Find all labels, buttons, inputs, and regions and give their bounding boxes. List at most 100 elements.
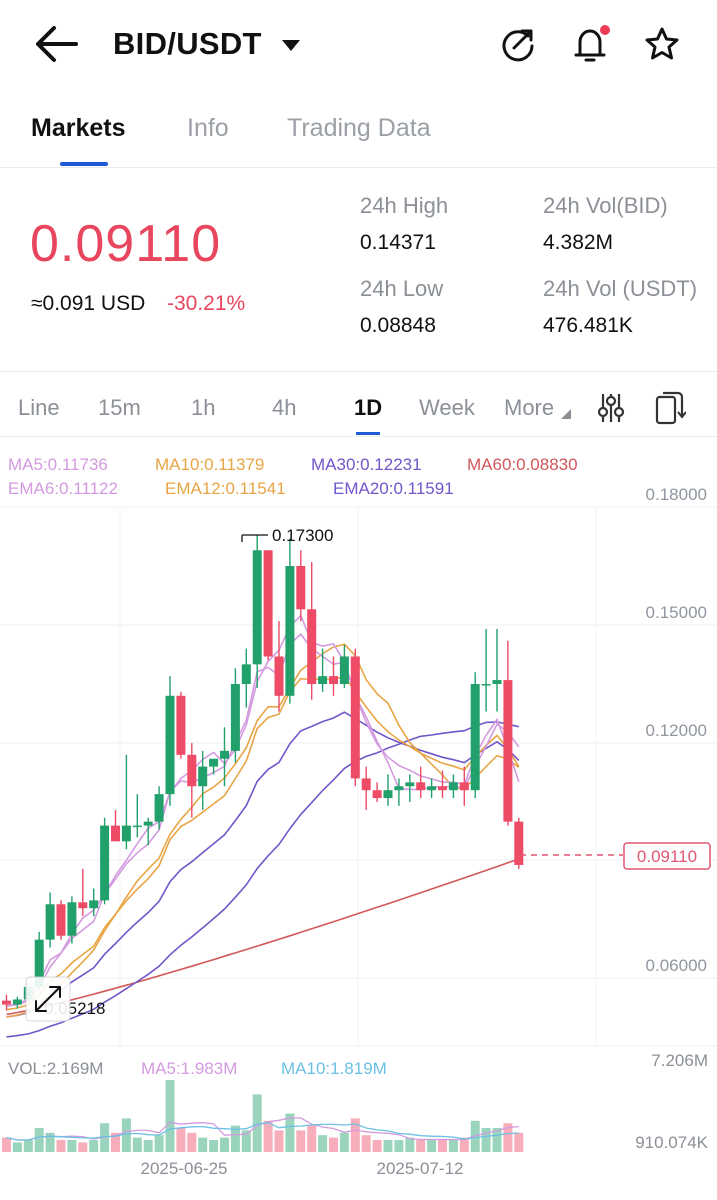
legend-ma5: MA5:0.11736 <box>8 455 108 474</box>
volume-bar <box>481 1128 491 1152</box>
candle <box>220 750 229 759</box>
legend-ma30: MA30:0.12231 <box>311 455 422 474</box>
candle <box>45 904 55 940</box>
candle <box>514 821 524 865</box>
volume-bar <box>220 1137 229 1152</box>
ema12-line <box>6 675 520 1011</box>
candle <box>394 786 404 791</box>
candle <box>241 664 251 684</box>
candle <box>285 566 295 696</box>
volume-bar <box>121 1118 131 1152</box>
candle <box>67 902 77 936</box>
candle <box>405 782 415 787</box>
period-1h[interactable]: 1h <box>191 395 216 420</box>
legend-ma10: MA10:0.11379 <box>155 455 265 474</box>
low-value: 0.08848 <box>360 314 436 337</box>
pair-title[interactable]: BID/USDT <box>113 26 262 61</box>
volume-bar <box>209 1140 219 1152</box>
volume-bar <box>230 1125 240 1152</box>
candle <box>481 684 491 686</box>
candle <box>503 680 513 822</box>
candlestick-chart[interactable]: 0.18000 0.15000 0.12000 0.06000 0.17300 … <box>0 445 717 1200</box>
candle <box>78 902 88 909</box>
candle <box>492 680 502 684</box>
volume-min-label: 910.074K <box>635 1133 708 1152</box>
legend-ema12: EMA12:0.11541 <box>165 479 286 498</box>
candle <box>416 782 426 791</box>
current-price-label: 0.09110 <box>637 847 697 866</box>
volume-bar <box>459 1137 469 1152</box>
volume-bar <box>252 1094 262 1152</box>
candle <box>296 566 306 610</box>
caret-down-icon[interactable] <box>282 40 300 51</box>
legend-ema20: EMA20:0.11591 <box>333 479 454 498</box>
candle <box>209 758 219 767</box>
high-value: 0.14371 <box>360 231 436 254</box>
legend-ema6: EMA6:0.11122 <box>8 479 118 498</box>
divider <box>0 436 717 437</box>
ema20-line <box>6 711 520 1018</box>
volume-bar <box>56 1140 66 1152</box>
period-15m[interactable]: 15m <box>98 395 141 420</box>
share-icon[interactable] <box>498 24 538 64</box>
star-icon[interactable] <box>642 24 682 64</box>
top-tabs: Markets Info Trading Data <box>0 96 717 168</box>
candle <box>176 695 186 755</box>
expand-icon[interactable] <box>25 976 71 1022</box>
candle <box>350 656 360 779</box>
low-label: 24h Low <box>360 276 444 301</box>
period-active-indicator <box>356 432 380 435</box>
vol-bid-label: 24h Vol(BID) <box>543 193 668 218</box>
y-tick-label: 0.15000 <box>646 603 707 622</box>
volume-bar <box>361 1135 371 1152</box>
volume-bar <box>89 1140 99 1152</box>
candle <box>448 782 458 791</box>
back-arrow-icon[interactable] <box>30 22 80 66</box>
volume-bar <box>165 1080 175 1152</box>
volume-bar <box>470 1120 480 1152</box>
candle <box>56 904 66 936</box>
volume-bar <box>492 1128 502 1152</box>
candle <box>470 684 480 791</box>
volume-bar <box>274 1130 284 1152</box>
candle <box>198 766 208 787</box>
volume-bar <box>416 1140 426 1152</box>
candle <box>132 825 142 828</box>
x-axis-label: 2025-06-25 <box>141 1159 228 1178</box>
volume-bar <box>132 1137 142 1152</box>
volume-ma10-line <box>6 1122 519 1141</box>
volume-bar <box>394 1140 404 1152</box>
rotate-screen-icon[interactable] <box>654 390 687 426</box>
y-tick-label: 0.06000 <box>646 956 707 975</box>
volume-bar <box>383 1140 393 1152</box>
tab-trading-data[interactable]: Trading Data <box>287 114 431 142</box>
high-label: 24h High <box>360 193 449 218</box>
candle <box>459 782 469 791</box>
tab-markets[interactable]: Markets <box>31 114 126 142</box>
volume-bar <box>34 1128 44 1152</box>
usd-price: ≈0.091 USD <box>31 292 146 315</box>
period-4h[interactable]: 4h <box>272 395 297 420</box>
period-line[interactable]: Line <box>18 395 60 420</box>
volume-bar <box>350 1118 360 1152</box>
vol-usdt-label: 24h Vol (USDT) <box>543 276 698 301</box>
indicator-settings-icon[interactable] <box>596 392 626 424</box>
candle <box>383 790 393 799</box>
volume-bar <box>67 1140 77 1152</box>
volume-bar <box>448 1140 458 1152</box>
candle <box>438 786 447 791</box>
bell-icon[interactable] <box>570 24 610 64</box>
candle <box>274 656 284 696</box>
volume-bar <box>285 1113 295 1152</box>
volume-bar <box>12 1142 22 1152</box>
candle <box>89 900 99 909</box>
vol-usdt-value: 476.481K <box>543 314 633 337</box>
period-1d[interactable]: 1D <box>354 395 383 420</box>
tab-info[interactable]: Info <box>187 114 229 142</box>
volume-bar <box>241 1130 251 1152</box>
candle <box>121 825 131 842</box>
last-price: 0.09110 <box>30 215 222 273</box>
period-more[interactable]: More <box>504 395 555 420</box>
candle <box>339 656 349 684</box>
period-week[interactable]: Week <box>419 395 475 420</box>
